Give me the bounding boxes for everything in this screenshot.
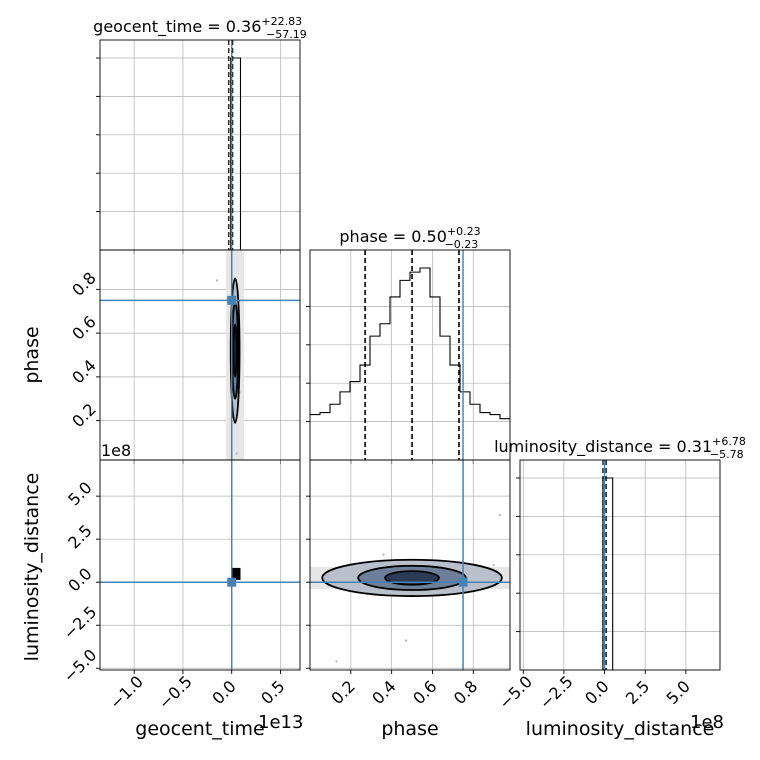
- geocent-time-hist-bar-0: [230, 57, 242, 250]
- ld-vs-phase-truth-marker: [458, 577, 468, 587]
- ld-vs-phase-contour-0: [384, 570, 440, 586]
- ld-vs-phase-scatter-point-2: [404, 639, 408, 642]
- ld-hist-frame: [519, 459, 721, 671]
- phase-xtick-label-1: 0.4: [368, 677, 399, 708]
- ld-vs-gt-frame: [99, 459, 301, 671]
- ld-vs-phase-scatter-point-0: [335, 660, 338, 663]
- phase-hist-bar-7: [380, 324, 390, 460]
- geocent-time-hist-title-plus: +22.83: [261, 15, 302, 28]
- ld-vs-phase-scatter-point-4: [492, 563, 495, 567]
- geocent-time-hist-title-main: geocent_time = 0.36: [93, 17, 261, 37]
- phase-hist-bar-6: [370, 336, 380, 460]
- phase-vs-gt-ytick-label-3: 0.8: [68, 268, 99, 299]
- phase-hist-title-plus: +0.23: [447, 225, 481, 238]
- phase-hist-bar-8: [390, 297, 400, 460]
- xlabel-phase: phase: [381, 718, 438, 740]
- ld-vs-gt-ytick-label-2: 0.0: [64, 564, 95, 595]
- geocent-time-hist-title: geocent_time = 0.36+22.83 −57.19: [93, 15, 307, 41]
- phase-hist-bar-0: [310, 415, 320, 460]
- clip-gt-hist-content: [100, 40, 300, 250]
- phase-xtick-label-2: 0.6: [409, 677, 440, 708]
- xlabel-geocent-time: geocent_time: [135, 718, 264, 740]
- ld-xtick-label-4: 5.0: [662, 677, 693, 708]
- clip-ld-phase-content: [310, 460, 510, 670]
- phase-hist-steps: [310, 267, 510, 420]
- phase-vs-gt-ytick-label-1: 0.4: [68, 356, 99, 387]
- clip-phase-gt-content: [100, 250, 300, 460]
- phase-hist-title: phase = 0.50+0.23 −0.23: [339, 225, 480, 251]
- ld-vs-phase-frame: [309, 459, 511, 671]
- ld-hist-title-minus: −5.78: [710, 448, 744, 461]
- gt-xtick-label-1: −0.5: [155, 672, 196, 713]
- phase-xtick-label-3: 0.8: [450, 677, 481, 708]
- phase-vs-gt-scatter-point-0: [235, 452, 238, 455]
- ld-vs-gt-density-block: [231, 567, 241, 580]
- phase-hist-title-minus: −0.23: [445, 238, 479, 251]
- ld-x-exponent: 1e8: [690, 712, 724, 733]
- ld-vs-gt-truth-marker: [227, 577, 237, 587]
- clip-ld-hist-content: [520, 460, 720, 670]
- gt-xtick-label-2: 0.0: [208, 677, 239, 708]
- phase-vs-gt-ytick-label-2: 0.6: [68, 312, 99, 343]
- ld-vs-gt-ytick-label-0: −5.0: [60, 645, 101, 686]
- phase-hist-bar-9: [400, 280, 410, 460]
- phase-hist-bar-3: [340, 392, 350, 460]
- phase-vs-gt-frame: [99, 249, 301, 461]
- phase-hist-bar-12: [430, 297, 440, 460]
- phase-hist-bar-4: [350, 382, 360, 460]
- clip-ld-gt-content: [100, 460, 300, 670]
- ld-hist-title-main: luminosity_distance = 0.31: [494, 437, 712, 457]
- ld-vs-phase-scatter-point-3: [382, 553, 385, 556]
- ld-vs-phase-contour-fill-0: [385, 571, 439, 585]
- phase-vs-gt-scatter-point-1: [215, 279, 219, 282]
- gt-xtick-label-0: −1.0: [106, 672, 147, 713]
- ld-vs-phase-scatter-point-1: [498, 513, 501, 517]
- ld-xtick-label-3: 2.5: [622, 677, 653, 708]
- phase-hist-bar-1: [320, 413, 330, 460]
- clip-phase-hist-content: [310, 250, 510, 460]
- phase-hist-bar-16: [470, 404, 480, 460]
- phase-vs-gt-contour-0: [232, 323, 238, 378]
- ld-vs-gt-ytick-label-3: 2.5: [64, 521, 95, 552]
- gt-x-exponent: 1e13: [258, 712, 303, 733]
- ld-vs-phase-contour-2: [321, 558, 503, 597]
- ylabel-luminosity-distance: luminosity_distance: [21, 473, 43, 662]
- geocent-time-hist-frame: [99, 39, 301, 251]
- ld-xtick-label-0: −5.0: [495, 672, 536, 713]
- phase-hist-bar-17: [480, 413, 490, 460]
- ld-hist-title: luminosity_distance = 0.31+6.78 −5.78: [494, 435, 746, 461]
- phase-vs-gt-truth-marker: [227, 295, 237, 305]
- phase-xtick-label-0: 0.2: [327, 677, 358, 708]
- ld-xtick-label-2: 0.0: [581, 677, 612, 708]
- gt-xtick-label-3: 0.5: [257, 677, 288, 708]
- phase-hist-bar-2: [330, 404, 340, 460]
- ylabel-phase: phase: [21, 326, 43, 383]
- phase-vs-gt-ytick-label-0: 0.2: [68, 400, 99, 431]
- geocent-time-hist-title-minus: −57.19: [266, 28, 307, 41]
- ld-y-exponent: 1e8: [101, 441, 131, 460]
- xlabel-luminosity-distance: luminosity_distance: [526, 718, 715, 740]
- ld-xtick-label-1: −2.5: [536, 672, 577, 713]
- phase-hist-title-main: phase = 0.50: [339, 227, 446, 246]
- phase-hist-bar-13: [440, 336, 450, 460]
- ld-vs-gt-ytick-label-4: 5.0: [64, 478, 95, 509]
- phase-hist-bar-15: [460, 392, 470, 460]
- ld-hist-title-plus: +6.78: [712, 435, 746, 448]
- phase-vs-gt-contour-2: [229, 277, 241, 424]
- phase-hist-bar-11: [420, 268, 430, 460]
- ld-vs-gt-ytick-label-1: −2.5: [60, 602, 101, 643]
